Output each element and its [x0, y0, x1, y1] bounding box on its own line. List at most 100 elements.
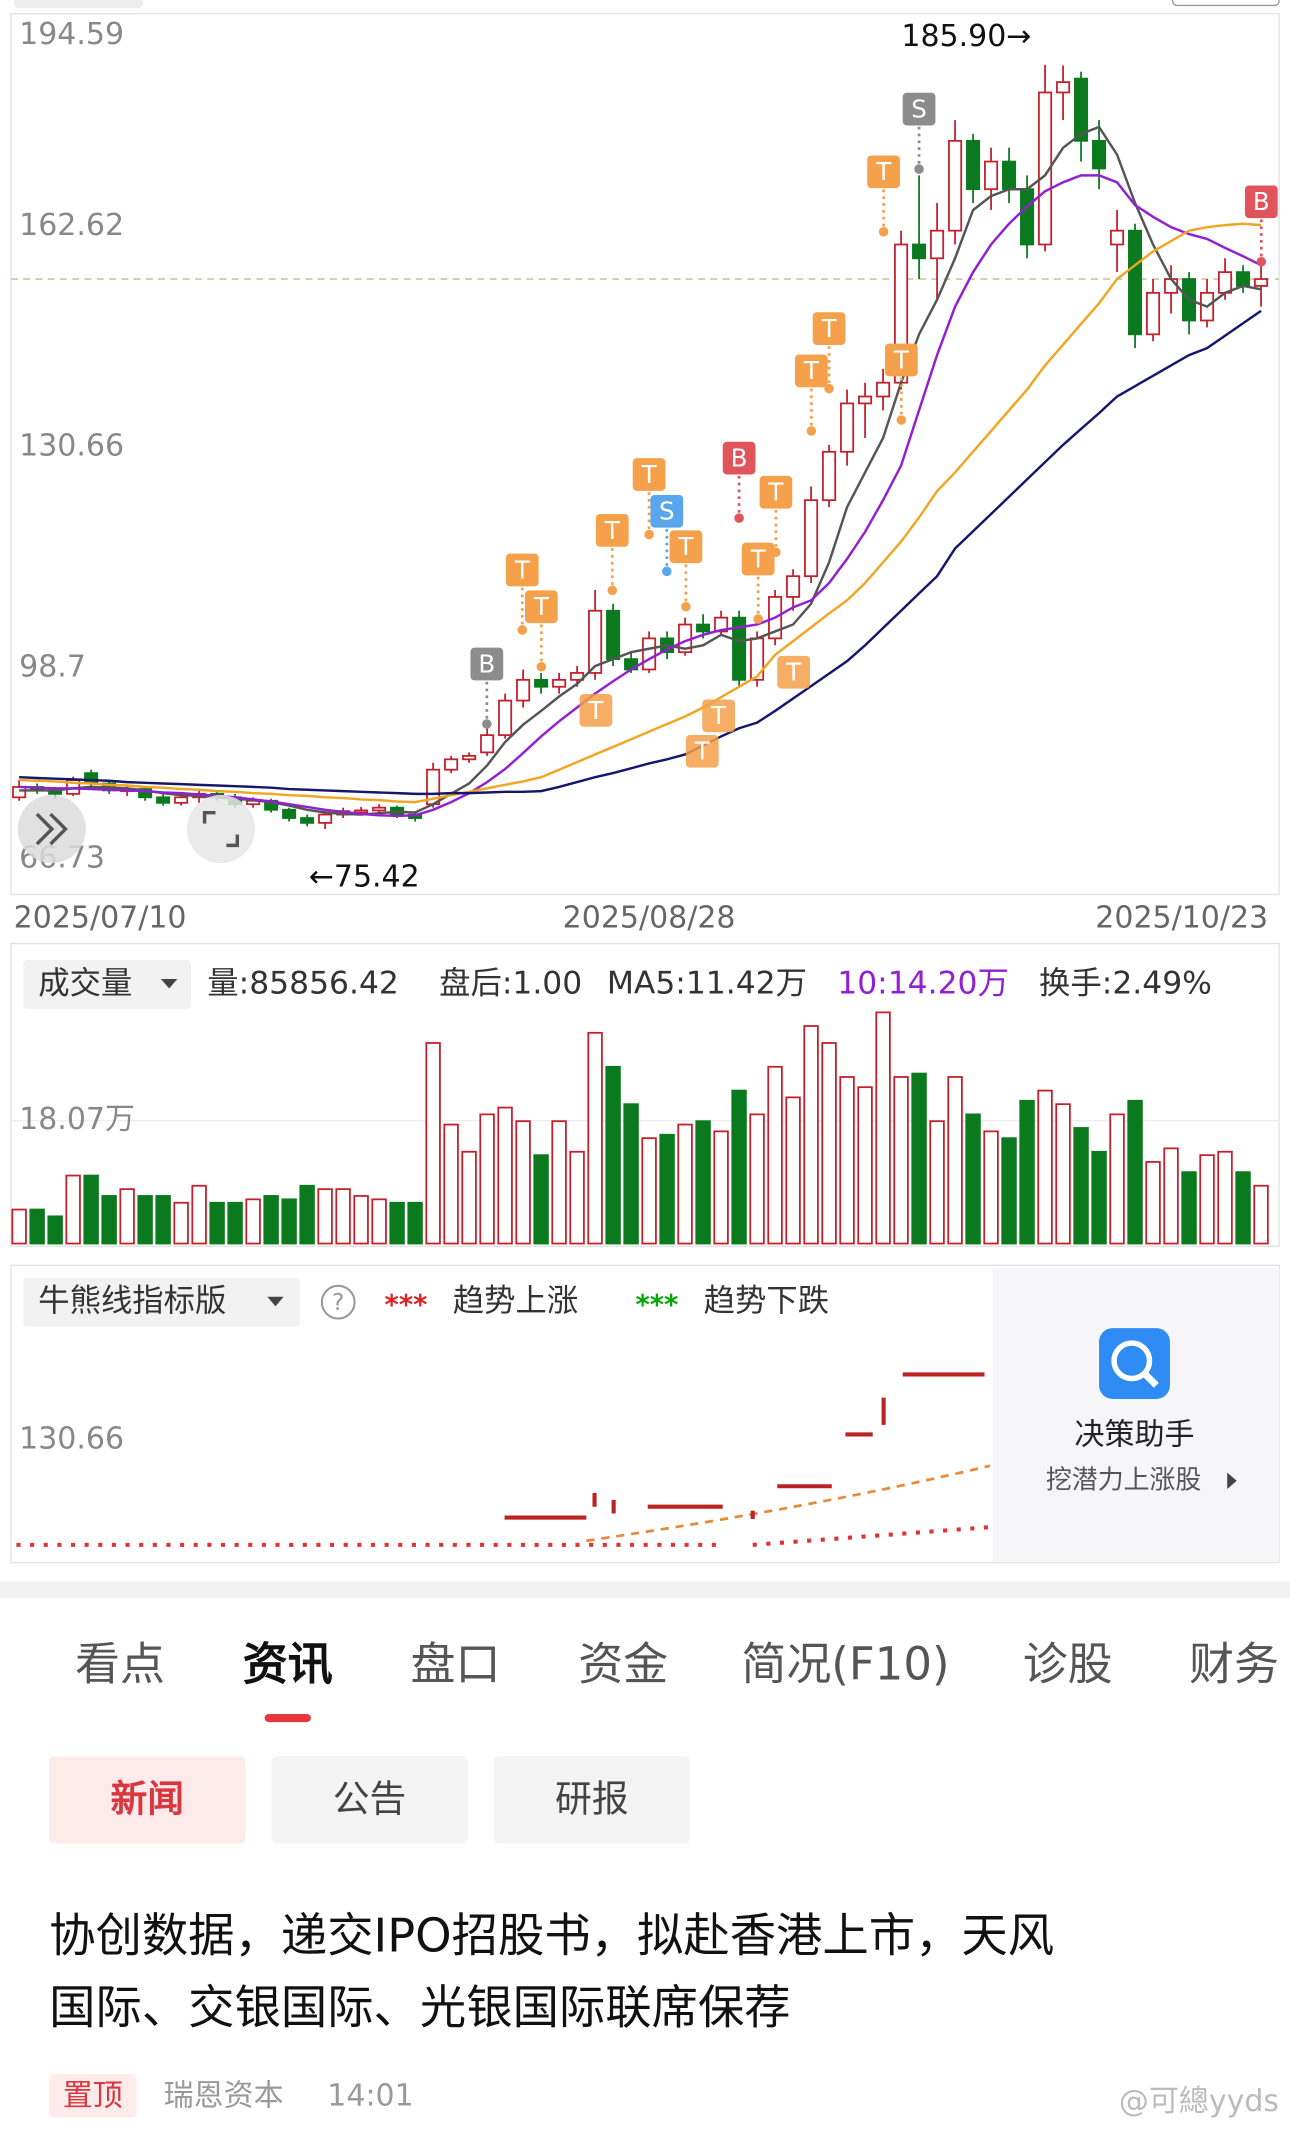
candle-body	[822, 450, 837, 502]
signal-dot	[1256, 257, 1267, 267]
volume-bar	[1109, 1113, 1125, 1245]
signal-label: T	[587, 696, 604, 725]
x-tick-label: 2025/10/23	[1095, 901, 1268, 936]
candle-body	[1092, 139, 1107, 170]
volume-bar	[1091, 1150, 1107, 1245]
signal-dot	[517, 625, 528, 635]
top-tab[interactable]	[13, 0, 144, 9]
signal-label: T	[803, 356, 820, 385]
candle-body	[984, 160, 999, 191]
volume-bar	[677, 1123, 693, 1245]
candle-body	[732, 616, 747, 681]
help-icon[interactable]	[320, 1284, 356, 1320]
trend-line	[586, 1464, 991, 1543]
signal-badge	[632, 458, 666, 491]
candle-body	[516, 678, 531, 702]
tab[interactable]: 盘口	[410, 1638, 500, 1691]
trend-dots	[752, 1525, 991, 1547]
tab[interactable]: 看点	[75, 1638, 165, 1691]
volume-bar	[1127, 1099, 1143, 1245]
volume-bar	[983, 1130, 999, 1245]
tab[interactable]: 资金	[578, 1638, 668, 1691]
icon-glyph	[1143, 1372, 1159, 1388]
candle-body	[696, 623, 711, 633]
candle-body	[642, 637, 657, 671]
volume-bar	[335, 1188, 351, 1245]
volume-bar	[119, 1188, 135, 1245]
volume-bar	[1217, 1150, 1233, 1245]
subtab-button[interactable]	[271, 1756, 468, 1844]
candle-body	[840, 402, 855, 453]
tab[interactable]: 简况(F10)	[741, 1638, 949, 1691]
volume-bar	[587, 1031, 603, 1245]
signal-label: T	[694, 737, 711, 766]
volume-bar	[191, 1184, 207, 1245]
signal-badge	[722, 441, 756, 475]
help-text: ?	[332, 1289, 344, 1316]
dropdown-arrow	[160, 979, 178, 989]
volume-bar	[353, 1195, 369, 1245]
volume-bar	[245, 1198, 261, 1245]
assistant-card[interactable]	[992, 1268, 1280, 1562]
signal-dot	[607, 585, 618, 596]
volume-bar	[911, 1072, 927, 1245]
signal-badge	[685, 734, 719, 768]
signal-badge	[777, 655, 810, 689]
volume-bar	[515, 1120, 531, 1245]
volume-dropdown[interactable]	[23, 959, 191, 1010]
candle-body	[354, 809, 369, 814]
signal-badge	[505, 553, 539, 587]
assistant-subtitle: 挖潜力上涨股	[1046, 1465, 1201, 1495]
candle-body	[282, 808, 297, 819]
subtab-button[interactable]	[493, 1756, 690, 1844]
watermark: @可總yyds	[1119, 2084, 1279, 2119]
tab[interactable]: 财务	[1189, 1638, 1279, 1691]
candle-body	[552, 678, 567, 688]
headline[interactable]: 国际、交银国际、光银国际联席保荐	[49, 1981, 791, 2035]
signal-dot	[878, 227, 889, 237]
subtab-label: 研报	[555, 1778, 629, 1821]
candle-body	[858, 395, 873, 405]
candle-body	[1164, 278, 1179, 294]
fullscreen-button[interactable]	[186, 794, 256, 864]
volume-bar	[299, 1184, 315, 1245]
volume-bar	[731, 1089, 747, 1245]
volume-bar	[1145, 1161, 1161, 1245]
signal-label: T	[710, 701, 727, 730]
volume-bar	[767, 1065, 783, 1245]
candle-body	[1074, 77, 1089, 142]
signal-label: B	[731, 444, 748, 473]
candle-body	[480, 734, 495, 754]
volume-stat: 换手:2.49%	[1039, 965, 1212, 1001]
tab[interactable]: 诊股	[1023, 1638, 1113, 1691]
candle-body	[750, 637, 765, 681]
headline[interactable]: 协创数据，递交IPO招股书，拟赴香港上市，天风	[49, 1908, 1054, 1962]
volume-bar	[425, 1042, 441, 1245]
volume-bar	[443, 1123, 459, 1245]
volume-bar	[173, 1201, 189, 1245]
signal-dot	[896, 415, 907, 425]
candle-body	[912, 243, 927, 260]
volume-bar	[803, 1025, 819, 1245]
indicator-dropdown[interactable]	[23, 1277, 301, 1327]
candle-body	[1002, 160, 1017, 191]
volume-bar	[461, 1150, 477, 1245]
price-panel	[10, 12, 1280, 896]
subtab-button[interactable]	[49, 1756, 246, 1844]
volume-bar	[785, 1096, 801, 1245]
indicator-tick: 130.66	[19, 1421, 124, 1456]
top-button[interactable]	[1172, 0, 1280, 7]
signal-label: S	[659, 497, 675, 526]
indicator-decor	[16, 1372, 991, 1547]
ma-line	[19, 174, 1262, 818]
x-tick-label: 2025/08/28	[563, 901, 736, 936]
ma-line	[19, 309, 1262, 796]
volume-bar	[497, 1106, 513, 1245]
tab[interactable]: 资讯	[243, 1638, 333, 1691]
candle-body	[372, 806, 387, 812]
signal-label: B	[478, 649, 495, 678]
signal-badge	[595, 514, 629, 547]
volume-bar	[929, 1120, 945, 1245]
signal-label: T	[677, 532, 694, 561]
fullscreen-glyph	[202, 810, 240, 848]
